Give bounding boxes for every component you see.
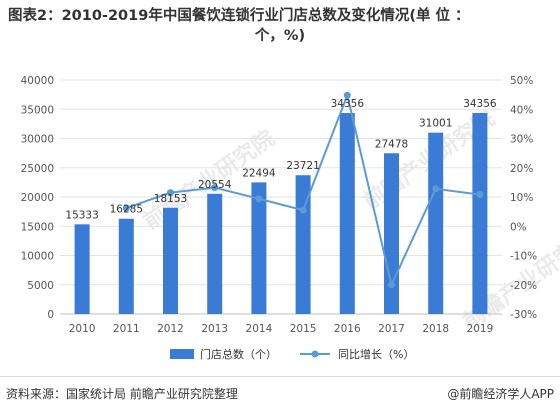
y-right-tick-label: -20%: [510, 280, 537, 292]
y-left-tick-label: 25000: [21, 163, 54, 175]
bar: [428, 132, 444, 314]
bar-data-label: 18153: [154, 193, 187, 205]
bar: [251, 182, 267, 314]
chart-title: 图表2：2010-2019年中国餐饮连锁行业门店总数及变化情况(单 位 ： 个，…: [8, 6, 552, 46]
y-right-tick-label: -30%: [510, 309, 537, 321]
x-tick-label: 2012: [157, 323, 184, 335]
x-tick-label: 2014: [246, 323, 273, 335]
x-tick-label: 2019: [467, 323, 494, 335]
chart-title-line2: 个，%): [254, 28, 306, 44]
bar: [163, 207, 178, 314]
bar-data-label: 20554: [198, 179, 232, 191]
growth-point: [299, 206, 307, 214]
bar: [74, 224, 90, 314]
y-left-tick-label: 20000: [21, 192, 54, 204]
growth-point: [476, 191, 484, 199]
bar-data-label: 34356: [463, 98, 497, 110]
bar-data-label: 23721: [286, 160, 319, 172]
combo-chart: 前瞻产业研究院前瞻产业研究院前瞻产业研究院0500010000150002000…: [21, 75, 560, 361]
x-tick-label: 2015: [290, 323, 317, 335]
chart-title-line1: 图表2：2010-2019年中国餐饮连锁行业门店总数及变化情况(单 位 ：: [8, 8, 470, 24]
bar-data-label: 22494: [242, 167, 276, 179]
legend-bar-swatch: [170, 349, 194, 359]
legend-line-marker: [311, 350, 319, 358]
bar: [384, 153, 399, 314]
y-left-tick-label: 0: [47, 309, 54, 321]
y-left-tick-label: 40000: [21, 75, 54, 87]
x-tick-label: 2018: [422, 323, 449, 335]
bar: [339, 113, 355, 315]
y-right-tick-label: 40%: [510, 104, 533, 116]
growth-point: [388, 281, 395, 289]
source-note: 资料来源：国家统计局 前瞻产业研究院整理: [6, 387, 238, 401]
x-tick-label: 2016: [334, 323, 361, 335]
x-tick-label: 2011: [113, 323, 140, 335]
bar-data-label: 34356: [331, 98, 365, 110]
y-right-tick-label: 20%: [510, 163, 533, 175]
bar: [118, 218, 134, 314]
bar-data-label: 15333: [65, 209, 98, 221]
growth-point: [432, 185, 440, 193]
x-tick-label: 2010: [69, 323, 96, 335]
bar-data-label: 16285: [110, 204, 143, 216]
x-tick-label: 2017: [378, 323, 405, 335]
y-right-tick-label: 10%: [510, 192, 533, 204]
bar: [472, 113, 488, 315]
y-left-tick-label: 15000: [21, 221, 54, 233]
y-left-tick-label: 30000: [21, 134, 54, 146]
legend-line-label: 同比增长（%）: [338, 347, 414, 361]
y-right-tick-label: -10%: [510, 251, 537, 263]
growth-point: [167, 189, 174, 197]
growth-point: [211, 184, 219, 192]
y-right-tick-label: 0%: [510, 221, 527, 233]
brand-credit: @前瞻经济学人APP: [447, 387, 554, 401]
y-left-tick-label: 10000: [21, 251, 54, 263]
footer: 资料来源：国家统计局 前瞻产业研究院整理 @前瞻经济学人APP: [0, 376, 560, 411]
legend-bar-label: 门店总数（个）: [200, 347, 277, 361]
y-left-tick-label: 35000: [21, 104, 54, 116]
bar-data-label: 31001: [419, 118, 452, 130]
y-right-tick-label: 30%: [510, 134, 533, 146]
bar-data-label: 27478: [375, 138, 408, 150]
growth-point: [255, 195, 263, 203]
y-left-tick-label: 5000: [27, 280, 54, 292]
growth-point: [122, 204, 130, 212]
growth-point: [343, 91, 351, 99]
y-right-tick-label: 50%: [510, 75, 533, 87]
bar: [207, 193, 223, 314]
x-tick-label: 2013: [201, 323, 228, 335]
